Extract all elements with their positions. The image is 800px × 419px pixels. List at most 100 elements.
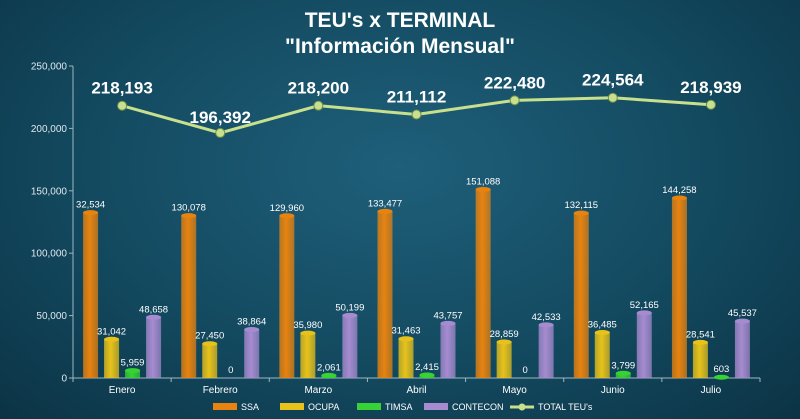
data-label-timsa: 0: [228, 365, 233, 376]
x-tick-label: Junio: [601, 385, 625, 396]
data-label-contecon: 50,199: [335, 302, 364, 313]
bar-top-contecon: [538, 322, 554, 328]
data-label-ssa: 144,258: [662, 185, 696, 196]
y-tick-label: 50,000: [36, 311, 67, 322]
bar-ssa: [181, 215, 197, 378]
total-point: [607, 92, 618, 103]
bar-ssa: [671, 197, 687, 378]
bar-top-ssa: [671, 195, 687, 201]
legend-swatch: [424, 403, 448, 410]
bar-contecon: [440, 323, 456, 378]
chart-legend: SSA OCUPA TIMSA CONTECON TOTAL TEU's: [213, 402, 593, 412]
data-label-timsa: 2,415: [415, 362, 439, 373]
total-label: 218,200: [288, 79, 349, 98]
bar-top-ocupa: [398, 336, 414, 342]
data-label-contecon: 48,658: [139, 304, 168, 315]
legend-label: OCUPA: [308, 402, 339, 412]
total-point: [117, 100, 128, 111]
y-tick-label: 200,000: [31, 124, 68, 135]
data-label-contecon: 43,757: [433, 310, 462, 321]
data-label-ssa: 32,534: [76, 200, 105, 211]
total-point: [313, 100, 324, 111]
bar-top-ocupa: [104, 336, 120, 342]
total-label: 218,193: [91, 79, 152, 98]
bar-top-ssa: [475, 186, 491, 192]
bar-top-ocupa: [594, 329, 610, 335]
data-label-ocupa: 36,485: [588, 319, 617, 330]
x-tick-label: Abril: [406, 385, 426, 396]
bar-contecon: [538, 324, 554, 378]
bar-top-contecon: [342, 312, 358, 318]
bar-top-ocupa: [300, 330, 316, 336]
x-tick-label: Marzo: [304, 385, 332, 396]
bar-top-contecon: [244, 326, 260, 332]
data-label-timsa: 0: [522, 365, 527, 376]
bar-contecon: [244, 329, 260, 378]
total-label: 196,392: [189, 108, 250, 127]
data-label-ssa: 130,078: [172, 203, 206, 214]
chart-title: TEU's x TERMINAL: [305, 9, 496, 32]
data-label-ssa: 129,960: [270, 203, 304, 214]
data-label-timsa: 3,799: [611, 360, 635, 371]
data-label-timsa: 5,959: [121, 358, 145, 369]
total-point: [411, 109, 422, 120]
bar-contecon: [734, 321, 750, 378]
bar-top-contecon: [734, 318, 750, 324]
data-label-ssa: 132,115: [564, 200, 598, 211]
y-tick-label: 250,000: [31, 62, 68, 73]
data-label-ocupa: 28,541: [686, 329, 715, 340]
bar-top-ssa: [83, 210, 99, 216]
bar-ssa: [83, 212, 99, 378]
bar-ssa: [475, 189, 491, 378]
bar-ssa: [377, 211, 393, 378]
bar-top-timsa: [713, 374, 729, 380]
legend-swatch: [213, 403, 237, 410]
total-label: 211,112: [387, 88, 447, 107]
bar-ssa: [573, 213, 589, 378]
data-label-ssa: 133,477: [368, 198, 402, 209]
y-tick-label: 0: [61, 374, 67, 385]
total-point: [509, 95, 520, 106]
y-tick-label: 100,000: [31, 249, 68, 260]
data-label-ocupa: 28,859: [490, 329, 519, 340]
bar-ssa: [279, 215, 295, 378]
data-label-contecon: 52,165: [630, 300, 659, 311]
bar-top-ocupa: [692, 339, 708, 345]
legend-point-swatch: [518, 403, 526, 411]
data-label-ssa: 151,088: [466, 176, 500, 187]
bar-top-contecon: [636, 310, 652, 316]
x-tick-label: Julio: [701, 385, 722, 396]
bar-ocupa: [300, 333, 316, 378]
y-tick-label: 150,000: [31, 186, 68, 197]
total-point: [215, 127, 226, 138]
bar-ocupa: [398, 338, 414, 378]
bar-contecon: [342, 315, 358, 378]
legend-label: TOTAL TEU's: [538, 402, 593, 412]
data-label-timsa: 2,061: [317, 362, 341, 373]
total-label: 224,564: [582, 71, 644, 90]
data-label-ocupa: 27,450: [195, 331, 224, 342]
bar-top-ssa: [573, 210, 589, 216]
legend-label: TIMSA: [385, 402, 413, 412]
bar-ocupa: [496, 341, 512, 378]
total-point: [705, 99, 716, 110]
bar-top-timsa: [419, 372, 435, 378]
data-label-timsa: 603: [713, 364, 729, 375]
bar-top-ssa: [181, 213, 197, 219]
bar-ocupa: [104, 339, 120, 378]
bar-top-ssa: [279, 213, 295, 219]
data-label-ocupa: 31,463: [391, 326, 420, 337]
data-label-ocupa: 31,042: [97, 326, 126, 337]
bar-ocupa: [202, 343, 218, 378]
x-tick-label: Febrero: [203, 385, 238, 396]
x-tick-label: Enero: [109, 385, 136, 396]
bar-top-ocupa: [496, 339, 512, 345]
chart-subtitle: "Información Mensual": [285, 35, 515, 58]
legend-swatch: [357, 403, 381, 410]
bar-contecon: [636, 312, 652, 378]
x-tick-label: Mayo: [502, 385, 527, 396]
bar-ocupa: [594, 332, 610, 378]
total-label: 218,939: [680, 78, 741, 97]
